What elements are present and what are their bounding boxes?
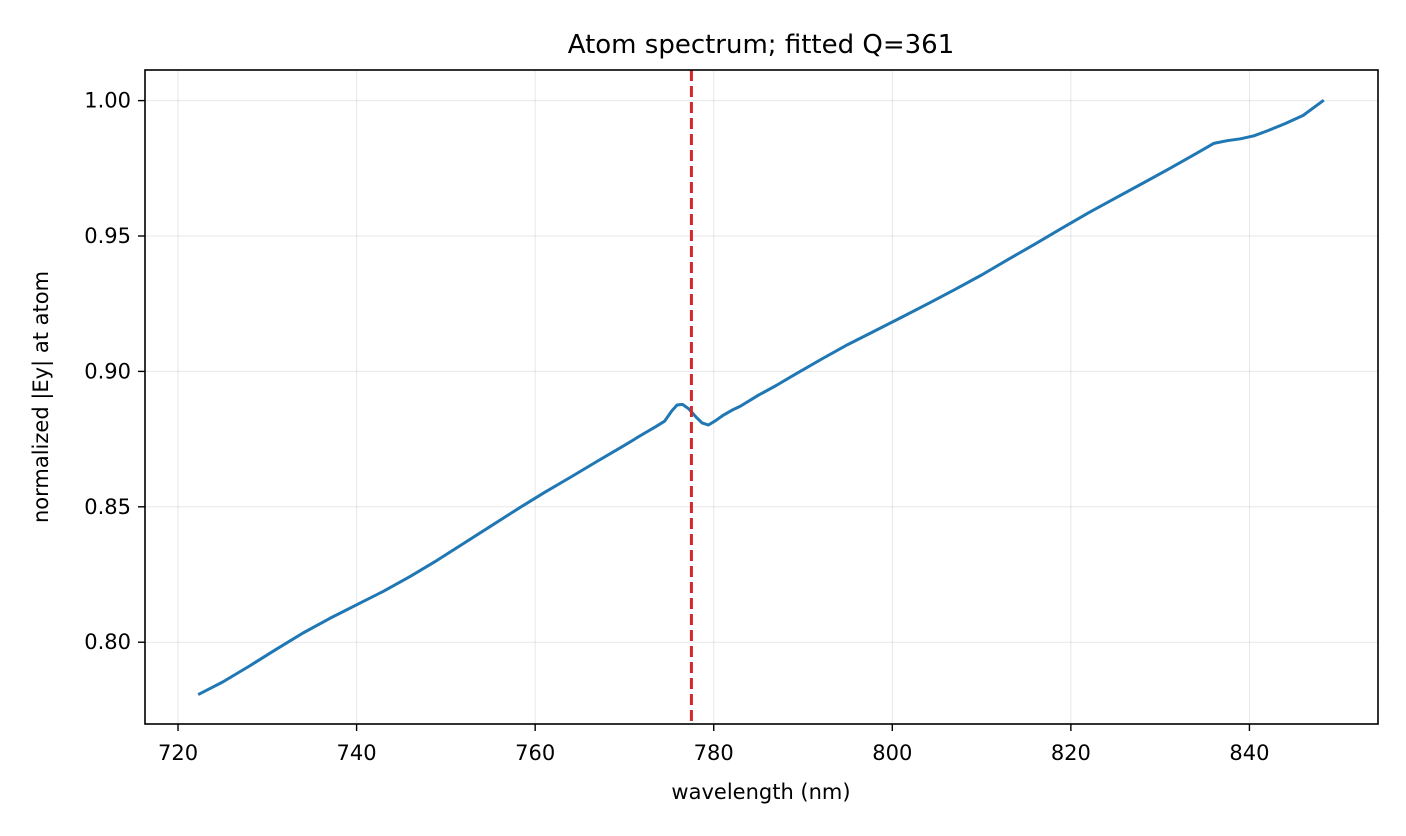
y-tick-label: 0.80 — [84, 630, 131, 654]
x-tick-label: 760 — [515, 741, 555, 765]
y-tick-label: 0.85 — [84, 495, 131, 519]
x-tick-label: 720 — [158, 741, 198, 765]
chart-title: Atom spectrum; fitted Q=361 — [568, 30, 954, 60]
y-tick-label: 1.00 — [84, 89, 131, 113]
plot-frame — [144, 69, 1379, 725]
series-line — [197, 99, 1325, 696]
series-layer — [197, 99, 1325, 696]
x-tick-label: 780 — [694, 741, 734, 765]
x-axis-label: wavelength (nm) — [671, 780, 850, 804]
y-tick-label: 0.90 — [84, 359, 131, 383]
y-axis: 0.80 0.85 0.90 0.95 1.00 — [84, 89, 145, 654]
y-axis-label: normalized |Ey| at atom — [29, 271, 54, 523]
x-axis: 720 740 760 780 800 820 840 — [158, 724, 1269, 765]
y-tick-label: 0.95 — [84, 224, 131, 248]
x-tick-label: 800 — [872, 741, 912, 765]
grid-lines — [145, 70, 1378, 724]
x-tick-label: 820 — [1051, 741, 1091, 765]
x-tick-label: 840 — [1229, 741, 1269, 765]
x-tick-label: 740 — [337, 741, 377, 765]
